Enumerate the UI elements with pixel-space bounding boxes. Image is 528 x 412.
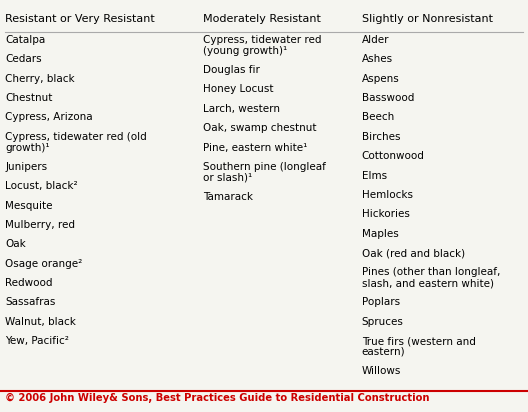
Text: (young growth)¹: (young growth)¹ <box>203 46 288 56</box>
Text: Honey Locust: Honey Locust <box>203 84 274 94</box>
Text: Resistant or Very Resistant: Resistant or Very Resistant <box>5 14 155 24</box>
Text: Southern pine (longleaf: Southern pine (longleaf <box>203 162 326 172</box>
Text: Hickories: Hickories <box>362 209 410 219</box>
Text: slash, and eastern white): slash, and eastern white) <box>362 278 494 288</box>
Text: Tamarack: Tamarack <box>203 192 253 202</box>
Text: Oak (red and black): Oak (red and black) <box>362 248 465 258</box>
Text: Aspens: Aspens <box>362 74 399 84</box>
Text: Basswood: Basswood <box>362 93 414 103</box>
Text: Mulberry, red: Mulberry, red <box>5 220 76 230</box>
Text: Ashes: Ashes <box>362 54 393 64</box>
Text: Locust, black²: Locust, black² <box>5 181 78 191</box>
Text: Maples: Maples <box>362 229 399 239</box>
Text: Moderately Resistant: Moderately Resistant <box>203 14 321 24</box>
Text: Cottonwood: Cottonwood <box>362 151 425 161</box>
Text: Poplars: Poplars <box>362 297 400 307</box>
Text: Catalpa: Catalpa <box>5 35 45 45</box>
Text: © 2006 John Wiley& Sons, Best Practices Guide to Residential Construction: © 2006 John Wiley& Sons, Best Practices … <box>5 393 430 403</box>
Text: Oak, swamp chestnut: Oak, swamp chestnut <box>203 123 317 133</box>
Text: Birches: Birches <box>362 132 400 142</box>
Text: Osage orange²: Osage orange² <box>5 259 82 269</box>
Text: Larch, western: Larch, western <box>203 104 280 114</box>
Text: Redwood: Redwood <box>5 278 53 288</box>
Text: Walnut, black: Walnut, black <box>5 317 76 327</box>
Text: Pine, eastern white¹: Pine, eastern white¹ <box>203 143 308 152</box>
Text: Douglas fir: Douglas fir <box>203 65 260 75</box>
Text: Yew, Pacific²: Yew, Pacific² <box>5 336 69 346</box>
Text: Elms: Elms <box>362 171 387 180</box>
Text: Pines (other than longleaf,: Pines (other than longleaf, <box>362 267 500 277</box>
Text: Cypress, Arizona: Cypress, Arizona <box>5 112 93 122</box>
Text: or slash)¹: or slash)¹ <box>203 173 252 183</box>
Text: Cypress, tidewater red: Cypress, tidewater red <box>203 35 322 45</box>
Text: Chestnut: Chestnut <box>5 93 53 103</box>
Text: Junipers: Junipers <box>5 162 48 172</box>
Text: Cypress, tidewater red (old: Cypress, tidewater red (old <box>5 132 147 142</box>
Text: Beech: Beech <box>362 112 394 122</box>
Text: eastern): eastern) <box>362 347 406 357</box>
Text: Alder: Alder <box>362 35 389 45</box>
Text: Spruces: Spruces <box>362 317 403 327</box>
Text: True firs (western and: True firs (western and <box>362 336 476 346</box>
Text: Willows: Willows <box>362 366 401 376</box>
Text: Sassafras: Sassafras <box>5 297 55 307</box>
Text: growth)¹: growth)¹ <box>5 143 50 152</box>
Text: Mesquite: Mesquite <box>5 201 53 211</box>
Text: Cherry, black: Cherry, black <box>5 74 75 84</box>
Text: Hemlocks: Hemlocks <box>362 190 413 200</box>
Text: Oak: Oak <box>5 239 26 249</box>
Text: Cedars: Cedars <box>5 54 42 64</box>
Text: Slightly or Nonresistant: Slightly or Nonresistant <box>362 14 493 24</box>
